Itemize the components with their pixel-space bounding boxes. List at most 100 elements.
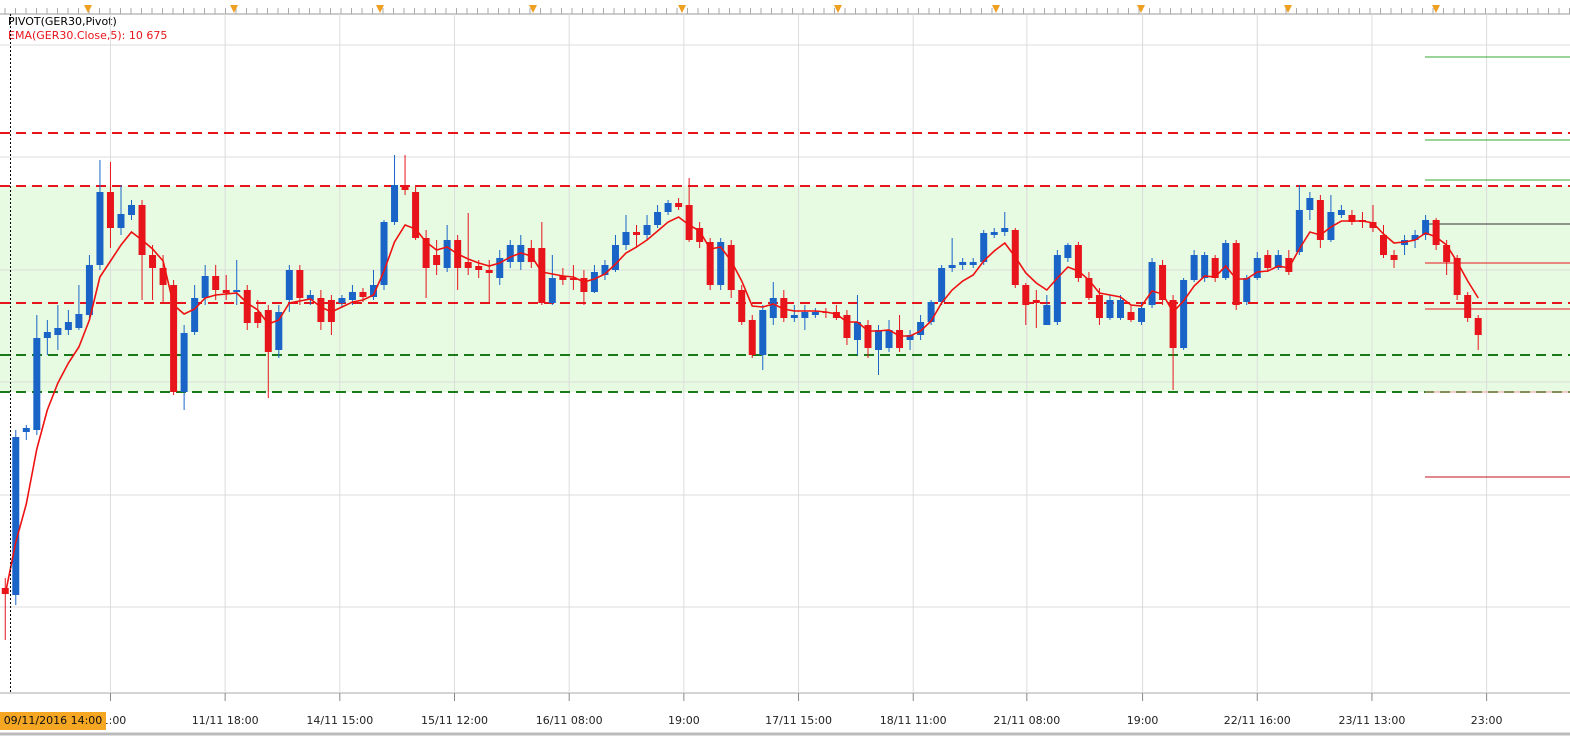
candle-body [117, 214, 125, 228]
candle-body [1001, 228, 1009, 232]
candle-body [433, 255, 441, 265]
ruler-marker [1284, 5, 1292, 13]
candle-body [1390, 255, 1398, 260]
candle-body [1474, 318, 1482, 335]
candle-body [727, 245, 735, 290]
candle-body [159, 268, 167, 285]
candle-body [769, 298, 777, 318]
x-tick-label: 19:00 [1127, 714, 1159, 727]
candle-body [664, 203, 672, 212]
candle-body [1327, 212, 1335, 240]
candle-body [506, 245, 514, 262]
candle-body [1116, 300, 1124, 318]
candle-body [990, 232, 998, 235]
candle-body [748, 320, 756, 355]
candle-body [1380, 235, 1388, 255]
candle-body [580, 278, 588, 292]
candle-body [1337, 210, 1345, 215]
candle-body [706, 242, 714, 285]
candle-body [917, 322, 925, 335]
candle-body [54, 328, 62, 335]
top-ruler [0, 5, 1570, 15]
candle-body [1264, 255, 1272, 268]
candle-body [685, 205, 693, 240]
candle-body [412, 192, 420, 238]
candle-body [243, 290, 251, 323]
x-tick-label: 15/11 12:00 [421, 714, 488, 727]
candle-body [12, 437, 20, 595]
candle-body [569, 278, 577, 280]
candle-body [1169, 300, 1177, 348]
candle-body [1306, 198, 1314, 210]
candle-body [1180, 280, 1188, 348]
candle-body [590, 272, 598, 292]
candle-body [96, 192, 104, 265]
candle-body [1043, 305, 1051, 325]
candle-body [1453, 258, 1461, 295]
candle-body [1243, 278, 1251, 302]
candle-body [1369, 222, 1377, 228]
candle-body [170, 285, 178, 392]
candle-body [654, 212, 662, 225]
candle-body [33, 338, 41, 430]
candle-body [1348, 215, 1356, 222]
x-tick-label: 11/11 18:00 [192, 714, 259, 727]
candle-body [843, 315, 851, 338]
x-tick-label: 17/11 15:00 [765, 714, 832, 727]
candle-body [853, 322, 861, 340]
candle-body [401, 185, 409, 190]
candle-body [538, 248, 546, 303]
candle-body [22, 428, 30, 432]
ruler-marker [84, 5, 92, 13]
candle-body [622, 232, 630, 245]
candle-body [485, 270, 493, 273]
candle-body [896, 330, 904, 348]
candle-body [559, 276, 567, 280]
ruler-marker [1432, 5, 1440, 13]
candle-body [201, 276, 209, 298]
candle-body [1138, 308, 1146, 322]
pivot-zone [0, 186, 1570, 392]
candle-body [296, 270, 304, 298]
candle-body [1106, 300, 1114, 318]
candle-body [1053, 255, 1061, 322]
candle-body [275, 312, 283, 350]
candle-body [1127, 312, 1135, 320]
candle-body [422, 238, 430, 268]
candle-body [338, 298, 346, 303]
candle-body [43, 332, 51, 338]
x-tick-label: 14/11 15:00 [306, 714, 373, 727]
candle-body [222, 290, 230, 293]
candle-body [601, 265, 609, 275]
cursor-label: 09/11/2016 14:00 [4, 714, 103, 727]
candle-body [938, 268, 946, 302]
candle-body [1064, 245, 1072, 258]
candle-body [864, 325, 872, 348]
candle-body [464, 262, 472, 268]
x-tick-label: 18/11 11:00 [880, 714, 947, 727]
ruler-marker [529, 5, 537, 13]
candle-body [1032, 300, 1040, 303]
ema-line [4, 216, 1479, 595]
ruler-marker [376, 5, 384, 13]
candle-body [1432, 220, 1440, 245]
candle-body [611, 245, 619, 270]
candle-body [1022, 285, 1030, 305]
candle-body [380, 222, 388, 285]
candle-body [927, 302, 935, 322]
ruler-marker [834, 5, 842, 13]
legend-pivot: PIVOT(GER30,Pivot) [8, 15, 117, 28]
candle-body [443, 240, 451, 268]
candle-body [359, 292, 367, 297]
candle-body [254, 312, 262, 323]
candle-body [948, 265, 956, 268]
candle-body [527, 248, 535, 262]
candle-body [75, 314, 83, 328]
candle-body [969, 262, 977, 265]
x-tick-label: 22/11 16:00 [1224, 714, 1291, 727]
candle-body [980, 233, 988, 262]
candle-body [327, 300, 335, 322]
legend-ema: EMA(GER30.Close,5): 10 675 [8, 29, 167, 42]
candle-body [885, 330, 893, 348]
